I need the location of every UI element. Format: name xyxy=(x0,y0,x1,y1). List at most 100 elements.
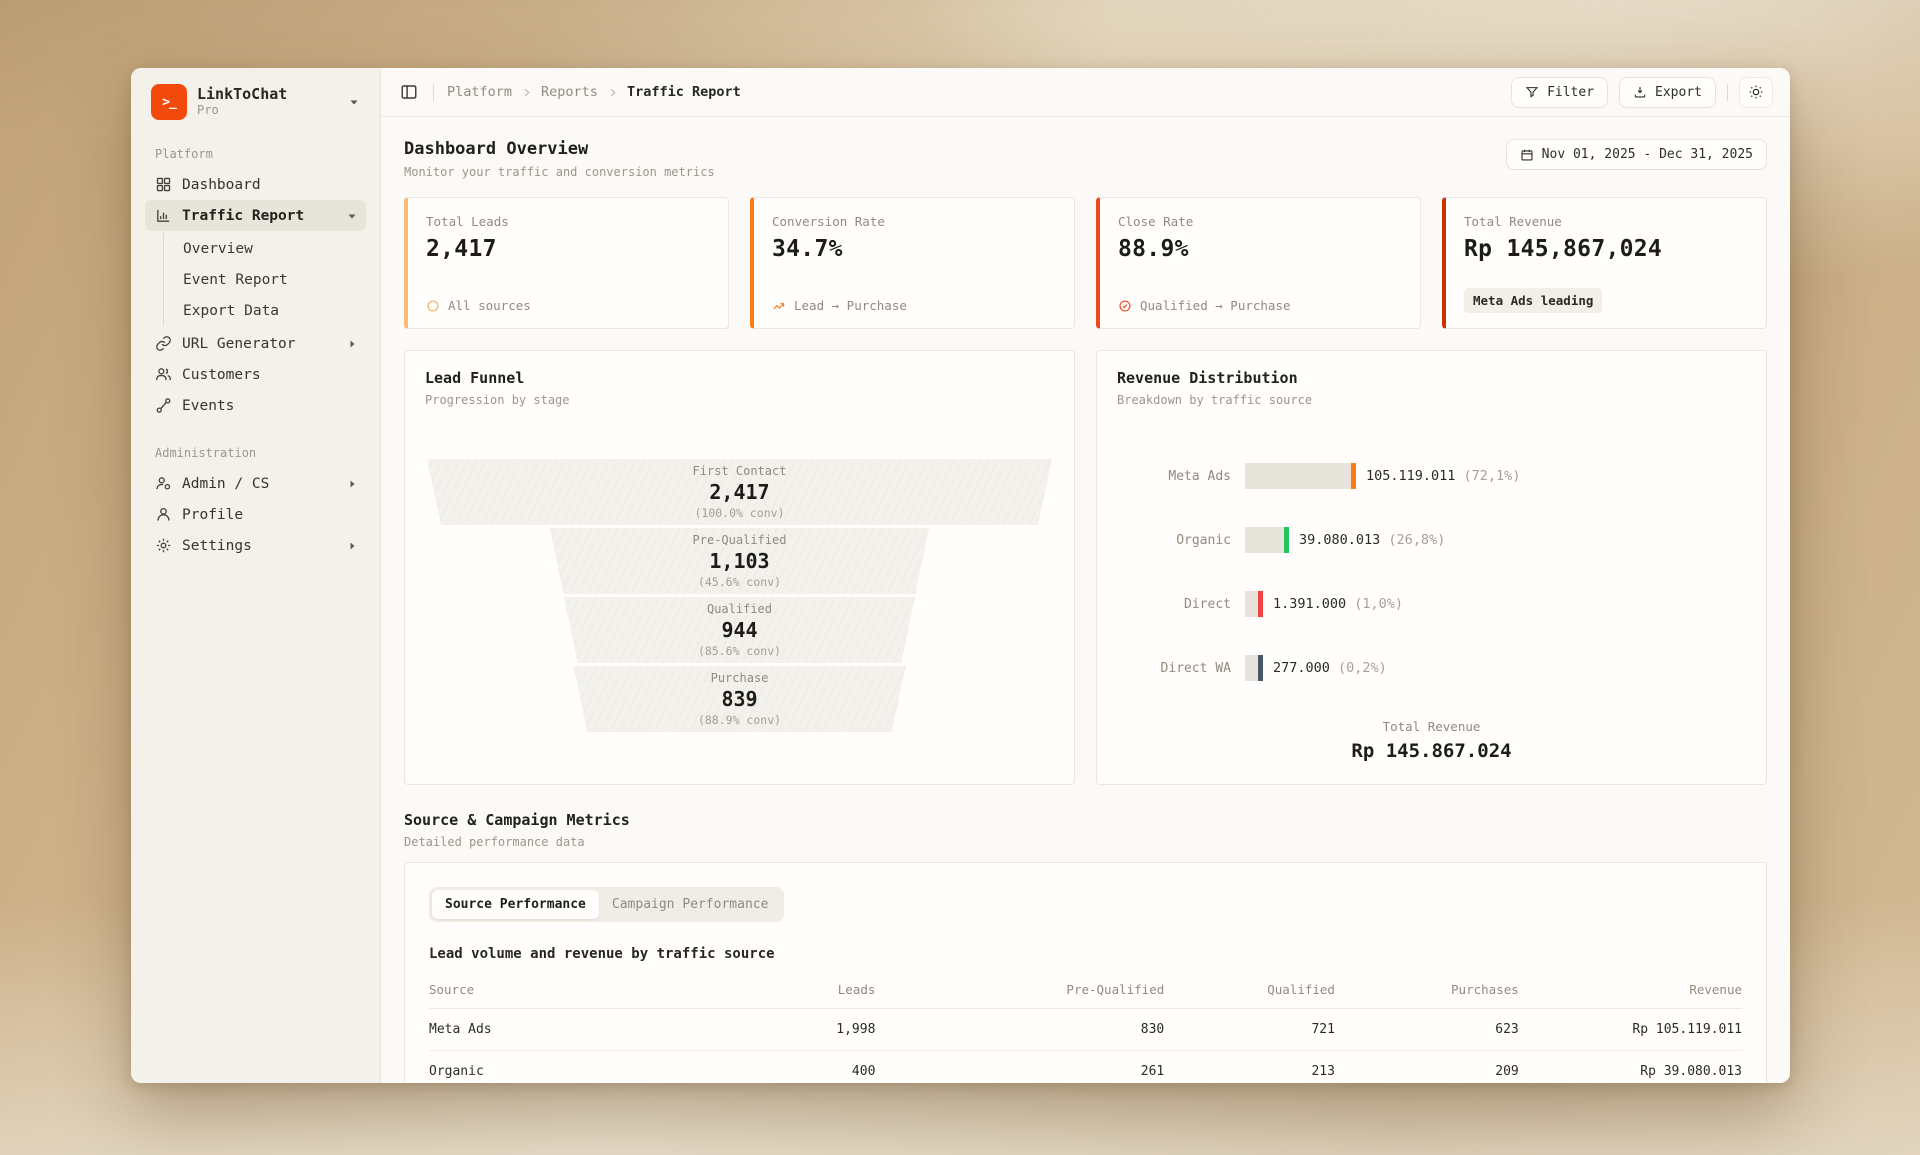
sidebar-item-traffic-report[interactable]: Traffic Report xyxy=(145,200,366,231)
bar-cap xyxy=(1351,463,1356,489)
filter-button[interactable]: Filter xyxy=(1511,76,1609,108)
revenue-bar-row: Direct 1.391.000 (1,0%) xyxy=(1117,591,1746,617)
chevron-down-icon xyxy=(348,96,360,108)
user-icon xyxy=(155,506,172,523)
route-icon xyxy=(155,397,172,414)
metric-value: Rp 145,867,024 xyxy=(1464,236,1663,262)
table-row[interactable]: Meta Ads 1,998 830 721 623 Rp 105.119.01… xyxy=(429,1008,1742,1051)
metric-cards: Total Leads 2,417 All sources Conversion… xyxy=(404,197,1767,329)
metric-card-total-revenue: Total Revenue Rp 145,867,024 Meta Ads le… xyxy=(1442,197,1767,329)
sidebar-item-label: Customers xyxy=(182,366,261,383)
user-cog-icon xyxy=(155,475,172,492)
breadcrumb-reports[interactable]: Reports xyxy=(541,84,598,100)
app-logo: >_ xyxy=(151,84,187,120)
chevron-right-icon xyxy=(521,87,532,98)
divider xyxy=(1727,83,1728,101)
traffic-report-submenu: Overview Event Report Export Data xyxy=(163,233,366,326)
check-circle-icon xyxy=(1119,299,1131,312)
metric-value: 34.7% xyxy=(772,236,843,262)
funnel-stage: Qualified 944 (85.6% conv) xyxy=(562,597,917,663)
sidebar-item-events[interactable]: Events xyxy=(145,390,366,421)
metric-card-conversion-rate: Conversion Rate 34.7% Lead → Purchase xyxy=(750,197,1075,329)
calendar-icon xyxy=(1521,149,1533,161)
source-performance-table: Source Leads Pre-Qualified Qualified Pur… xyxy=(429,974,1742,1083)
breadcrumb-platform[interactable]: Platform xyxy=(447,84,513,100)
total-revenue-value: Rp 145.867.024 xyxy=(1351,740,1512,762)
bar xyxy=(1245,463,1351,489)
revenue-distribution-card: Revenue Distribution Breakdown by traffi… xyxy=(1096,350,1767,785)
dashboard-grid-icon xyxy=(155,176,172,193)
source-metrics-card: Source Performance Campaign Performance … xyxy=(404,862,1767,1083)
sidebar-item-url-generator[interactable]: URL Generator xyxy=(145,328,366,359)
sidebar-item-label: Traffic Report xyxy=(182,207,305,224)
date-range-button[interactable]: Nov 01, 2025 - Dec 31, 2025 xyxy=(1505,139,1767,170)
bar-chart-icon xyxy=(155,207,172,224)
sidebar-item-label: Settings xyxy=(182,537,252,554)
sidebar-subitem-overview[interactable]: Overview xyxy=(183,240,253,257)
link-icon xyxy=(155,335,172,352)
revenue-bar-row: Organic 39.080.013 (26,8%) xyxy=(1117,527,1746,553)
sidebar-item-label: URL Generator xyxy=(182,335,296,352)
trending-up-icon xyxy=(773,302,785,309)
lead-funnel-card: Lead Funnel Progression by stage First C… xyxy=(404,350,1075,785)
table-header-row: Source Leads Pre-Qualified Qualified Pur… xyxy=(429,974,1742,1009)
sidebar-item-settings[interactable]: Settings xyxy=(145,530,366,561)
main-area: Platform Reports Traffic Report Filter E… xyxy=(381,68,1790,1083)
sidebar-item-label: Events xyxy=(182,397,235,414)
users-icon xyxy=(155,366,172,383)
bar xyxy=(1245,655,1258,681)
sun-icon xyxy=(1749,85,1763,99)
theme-toggle-button[interactable] xyxy=(1739,76,1773,108)
chevron-right-icon xyxy=(346,478,358,490)
top-bar: Platform Reports Traffic Report Filter E… xyxy=(381,68,1790,117)
funnel-stage: Pre-Qualified 1,103 (45.6% conv) xyxy=(548,528,932,594)
nav-group-administration: Administration xyxy=(155,446,257,460)
sidebar-item-profile[interactable]: Profile xyxy=(145,499,366,530)
page-content: Dashboard Overview Monitor your traffic … xyxy=(381,117,1790,1083)
chevron-down-icon xyxy=(346,210,358,222)
sidebar-item-customers[interactable]: Customers xyxy=(145,359,366,390)
page-subtitle: Monitor your traffic and conversion metr… xyxy=(404,165,715,179)
divider xyxy=(433,83,434,101)
app-window: >_ LinkToChat Pro Platform Dashboard Tra… xyxy=(131,68,1790,1083)
metric-value: 88.9% xyxy=(1118,236,1189,262)
app-name: LinkToChat xyxy=(197,85,288,104)
card-title: Lead Funnel xyxy=(425,369,525,387)
funnel-icon xyxy=(1525,87,1539,98)
breadcrumb-traffic-report: Traffic Report xyxy=(626,84,741,100)
status-badge: Meta Ads leading xyxy=(1464,288,1603,313)
sidebar-item-admin-cs[interactable]: Admin / CS xyxy=(145,468,366,499)
tab-source-performance[interactable]: Source Performance xyxy=(432,890,599,919)
card-subtitle: Progression by stage xyxy=(425,393,570,407)
tab-bar: Source Performance Campaign Performance xyxy=(429,887,785,922)
metric-value: 2,417 xyxy=(426,236,497,262)
tab-campaign-performance[interactable]: Campaign Performance xyxy=(611,897,769,912)
section-title: Source & Campaign Metrics xyxy=(404,811,630,829)
sidebar-item-label: Profile xyxy=(182,506,244,523)
revenue-bar-row: Meta Ads 105.119.011 (72,1%) xyxy=(1117,463,1746,489)
card-title: Revenue Distribution xyxy=(1117,369,1298,387)
sidebar-subitem-event-report[interactable]: Event Report xyxy=(183,271,288,288)
brand-switcher[interactable]: >_ LinkToChat Pro xyxy=(145,82,366,122)
table-row[interactable]: Organic 400 261 213 209 Rp 39.080.013 xyxy=(429,1050,1742,1083)
export-button[interactable]: Export xyxy=(1619,76,1716,108)
revenue-bar-chart: Meta Ads 105.119.011 (72,1%) Organic 39.… xyxy=(1117,463,1746,681)
card-subtitle: Breakdown by traffic source xyxy=(1117,393,1313,407)
download-icon xyxy=(1634,87,1646,98)
sidebar-item-dashboard[interactable]: Dashboard xyxy=(145,169,366,200)
bar xyxy=(1245,527,1284,553)
page-title: Dashboard Overview xyxy=(404,139,589,159)
bar xyxy=(1245,591,1258,617)
table-title: Lead volume and revenue by traffic sourc… xyxy=(429,946,775,962)
bar-cap xyxy=(1258,591,1263,617)
metric-card-total-leads: Total Leads 2,417 All sources xyxy=(404,197,729,329)
breadcrumb: Platform Reports Traffic Report xyxy=(447,84,741,100)
metric-card-close-rate: Close Rate 88.9% Qualified → Purchase xyxy=(1096,197,1421,329)
sidebar-item-label: Admin / CS xyxy=(182,475,270,492)
circle-icon xyxy=(427,299,439,312)
sidebar-subitem-export-data[interactable]: Export Data xyxy=(183,302,280,319)
bar-cap xyxy=(1284,527,1289,553)
sidebar-toggle-button[interactable] xyxy=(398,81,420,103)
funnel-stage: First Contact 2,417 (100.0% conv) xyxy=(425,459,1054,525)
sidebar-item-label: Dashboard xyxy=(182,176,261,193)
